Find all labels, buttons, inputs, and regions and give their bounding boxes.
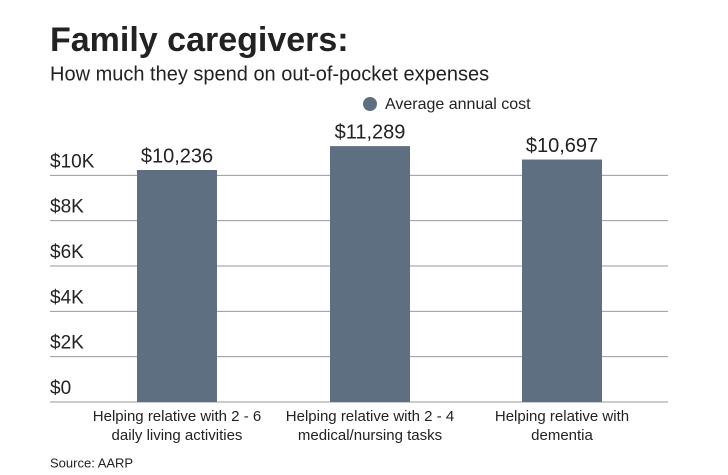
bar <box>137 169 217 402</box>
y-tick-label: $4K <box>50 287 84 308</box>
chart-subtitle: How much they spend on out-of-pocket exp… <box>50 63 489 85</box>
source: Source: AARP <box>50 455 133 470</box>
chart-title: Family caregivers: <box>50 21 349 59</box>
bar <box>522 159 602 402</box>
bar <box>330 146 410 402</box>
value-label: $10,697 <box>526 135 598 157</box>
legend-label: Average annual cost <box>385 96 531 113</box>
y-tick-label: $8K <box>50 197 84 218</box>
x-tick-label: Helping relative with dementia <box>494 408 630 444</box>
y-tick-label: $2K <box>50 333 84 354</box>
x-tick-label: Helping relative with 2 - 6 daily living… <box>92 408 262 444</box>
value-label: $11,289 <box>335 121 406 143</box>
y-tick-label: $10K <box>50 151 95 172</box>
y-tick-label: $0 <box>50 378 71 399</box>
value-label: $10,236 <box>141 145 213 167</box>
legend-marker <box>363 97 377 111</box>
y-tick-label: $6K <box>50 242 84 263</box>
x-tick-label: Helping relative with 2 - 4 medical/nurs… <box>285 408 455 444</box>
